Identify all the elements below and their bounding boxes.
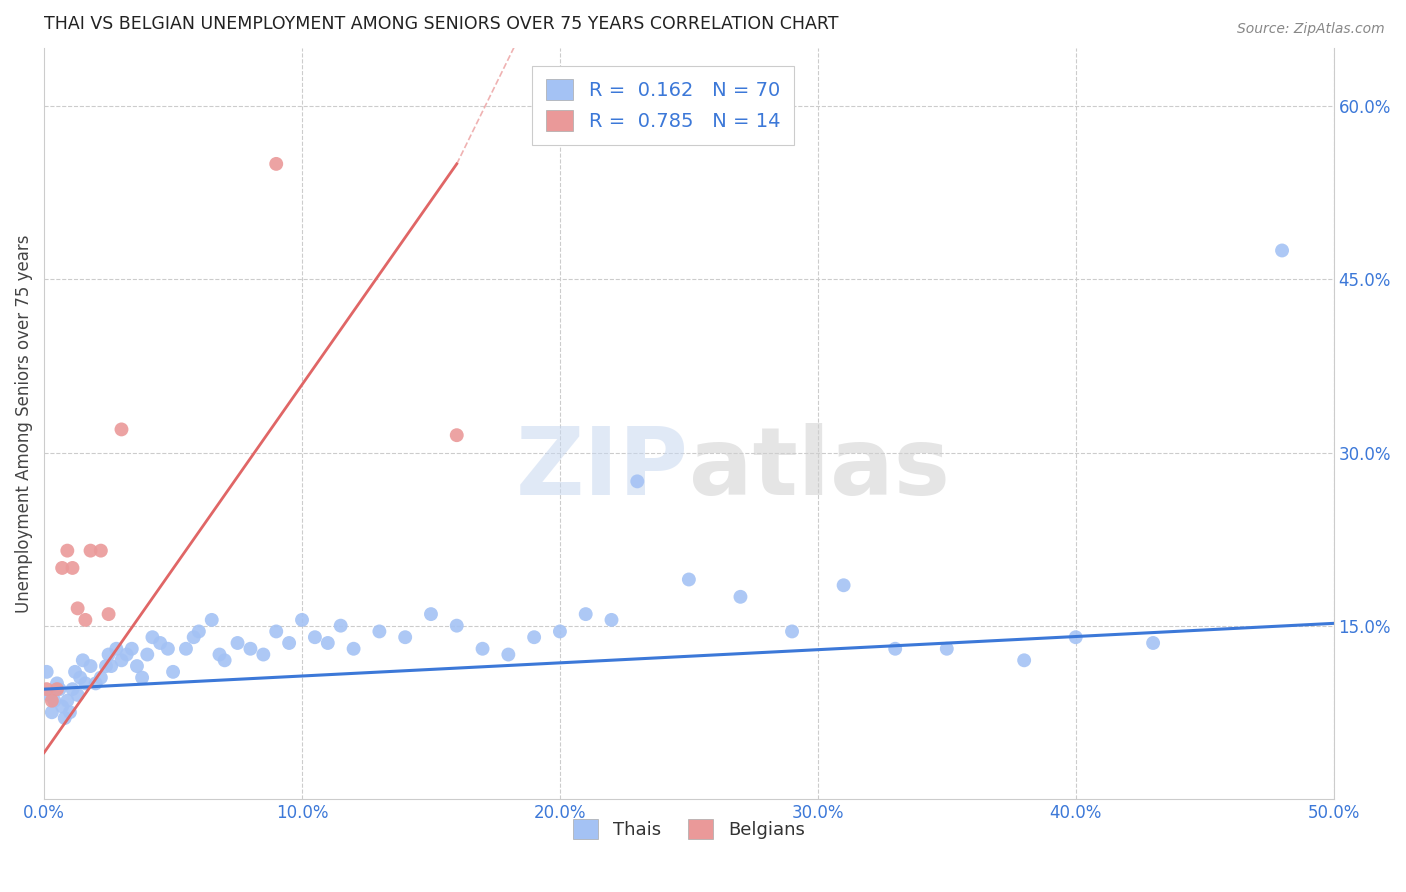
Point: [329, 618, 352, 632]
Point: [626, 475, 648, 489]
Point: [600, 613, 623, 627]
Point: [105, 641, 128, 656]
Point: [304, 630, 326, 644]
Point: [125, 659, 148, 673]
Text: Source: ZipAtlas.com: Source: ZipAtlas.com: [1237, 22, 1385, 37]
Point: [115, 648, 138, 662]
Legend: Thais, Belgians: Thais, Belgians: [565, 812, 811, 847]
Point: [1012, 653, 1035, 667]
Point: [141, 630, 163, 644]
Text: atlas: atlas: [689, 423, 950, 515]
Point: [53, 711, 76, 725]
Point: [100, 659, 122, 673]
Point: [56, 543, 79, 558]
Point: [59, 705, 82, 719]
Point: [678, 573, 700, 587]
Point: [48, 682, 70, 697]
Point: [156, 641, 179, 656]
Point: [201, 613, 224, 627]
Point: [1142, 636, 1164, 650]
Point: [446, 428, 468, 442]
Point: [884, 641, 907, 656]
Point: [97, 607, 120, 621]
Point: [264, 157, 287, 171]
Point: [72, 653, 94, 667]
Point: [38, 688, 60, 702]
Point: [51, 699, 73, 714]
Point: [131, 671, 153, 685]
Point: [214, 653, 236, 667]
Point: [291, 613, 314, 627]
Point: [51, 561, 73, 575]
Point: [278, 636, 301, 650]
Point: [187, 624, 209, 639]
Point: [56, 694, 79, 708]
Point: [368, 624, 391, 639]
Point: [63, 665, 86, 679]
Point: [342, 641, 364, 656]
Point: [208, 648, 231, 662]
Y-axis label: Unemployment Among Seniors over 75 years: Unemployment Among Seniors over 75 years: [15, 235, 32, 613]
Point: [41, 694, 63, 708]
Point: [935, 641, 957, 656]
Point: [780, 624, 803, 639]
Point: [183, 630, 205, 644]
Point: [471, 641, 494, 656]
Point: [66, 688, 89, 702]
Point: [264, 624, 287, 639]
Point: [66, 601, 89, 615]
Point: [46, 682, 69, 697]
Point: [174, 641, 197, 656]
Point: [498, 648, 520, 662]
Point: [46, 676, 69, 690]
Point: [35, 665, 58, 679]
Point: [252, 648, 274, 662]
Point: [239, 641, 262, 656]
Point: [394, 630, 416, 644]
Point: [136, 648, 159, 662]
Point: [69, 671, 91, 685]
Point: [523, 630, 546, 644]
Point: [41, 705, 63, 719]
Point: [832, 578, 855, 592]
Point: [548, 624, 571, 639]
Point: [121, 641, 143, 656]
Point: [90, 671, 112, 685]
Point: [575, 607, 598, 621]
Point: [316, 636, 339, 650]
Text: THAI VS BELGIAN UNEMPLOYMENT AMONG SENIORS OVER 75 YEARS CORRELATION CHART: THAI VS BELGIAN UNEMPLOYMENT AMONG SENIO…: [44, 15, 838, 33]
Point: [97, 648, 120, 662]
Point: [90, 543, 112, 558]
Point: [75, 676, 97, 690]
Point: [79, 659, 101, 673]
Point: [75, 613, 97, 627]
Point: [1271, 244, 1294, 258]
Point: [162, 665, 184, 679]
Point: [62, 561, 84, 575]
Point: [110, 653, 132, 667]
Point: [730, 590, 752, 604]
Point: [44, 694, 66, 708]
Point: [110, 422, 132, 436]
Point: [62, 682, 84, 697]
Point: [446, 618, 468, 632]
Point: [226, 636, 249, 650]
Point: [94, 659, 117, 673]
Text: ZIP: ZIP: [516, 423, 689, 515]
Point: [84, 676, 107, 690]
Point: [420, 607, 443, 621]
Point: [79, 543, 101, 558]
Point: [1064, 630, 1087, 644]
Point: [149, 636, 172, 650]
Point: [35, 682, 58, 697]
